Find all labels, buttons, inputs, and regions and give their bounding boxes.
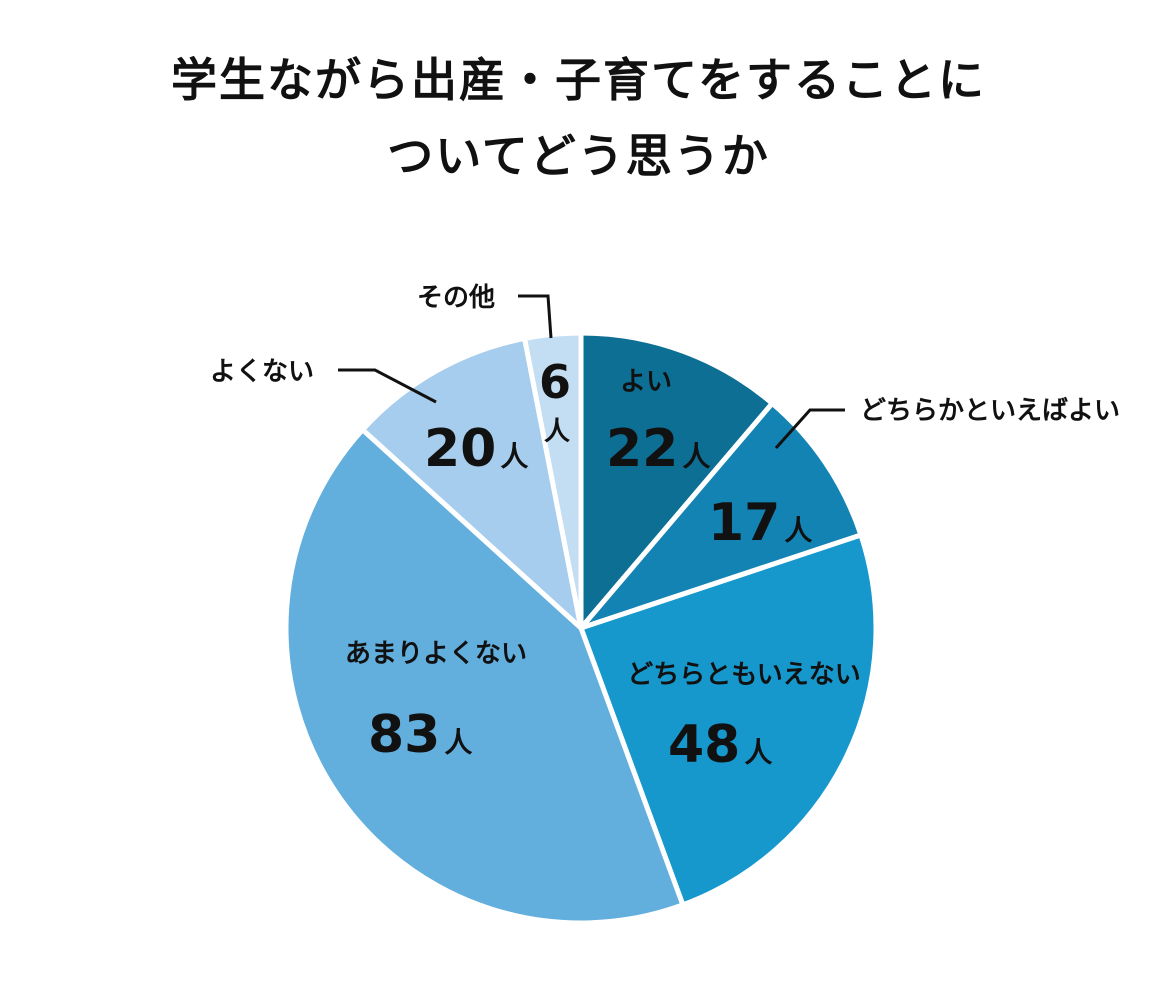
- pie-slice-amari: [283, 426, 687, 926]
- slice-value-yokunai: 20 人: [424, 419, 528, 479]
- pie-slice-yoi: [578, 330, 776, 635]
- slice-label-dochiraka: どちらかといえばよい: [860, 396, 1120, 426]
- pie-slice-sonota: [521, 330, 584, 629]
- slice-value-sonota: 6: [539, 355, 571, 409]
- slice-label-yoi: よい: [620, 367, 672, 397]
- slice-unit-yoi: 人: [682, 440, 710, 473]
- slice-value-dochiramo-num: 48: [668, 715, 740, 775]
- slice-value-dochiraka: 17 人: [708, 493, 812, 553]
- chart-title-line-1: 学生ながら出産・子育てをすることに: [170, 53, 987, 107]
- slice-label-yokunai: よくない: [210, 357, 314, 387]
- pie-slice-yokunai: [359, 335, 585, 635]
- slice-value-amari: 83 人: [368, 705, 472, 765]
- pie-slices: [283, 330, 879, 926]
- leader-line-sonota: [518, 294, 553, 339]
- slice-value-yoi-num: 22: [606, 419, 678, 479]
- slice-unit-dochiraka: 人: [784, 514, 812, 547]
- slice-unit-dochiramo: 人: [744, 736, 772, 769]
- leader-line-dochiraka: [774, 408, 845, 450]
- pie-slice-dochiramo: [577, 531, 879, 909]
- slice-unit-amari: 人: [444, 726, 472, 759]
- slice-value-dochiraka-num: 17: [708, 493, 780, 553]
- slice-label-dochiramo: どちらともいえない: [627, 660, 860, 690]
- leader-line-yokunai: [338, 368, 437, 404]
- slice-label-sonota: その他: [417, 283, 495, 313]
- slice-value-amari-num: 83: [368, 705, 440, 765]
- pie-slice-dochiraka: [573, 399, 865, 634]
- slice-unit-sonota: 人: [544, 417, 570, 447]
- slice-label-amari: あまりよくない: [345, 639, 527, 669]
- chart-title-line-2: ついてどう思うか: [387, 129, 770, 183]
- slice-unit-yokunai: 人: [500, 440, 528, 473]
- slice-value-dochiramo: 48 人: [668, 715, 772, 775]
- slice-value-yokunai-num: 20: [424, 419, 496, 479]
- slice-value-yoi: 22 人: [606, 419, 710, 479]
